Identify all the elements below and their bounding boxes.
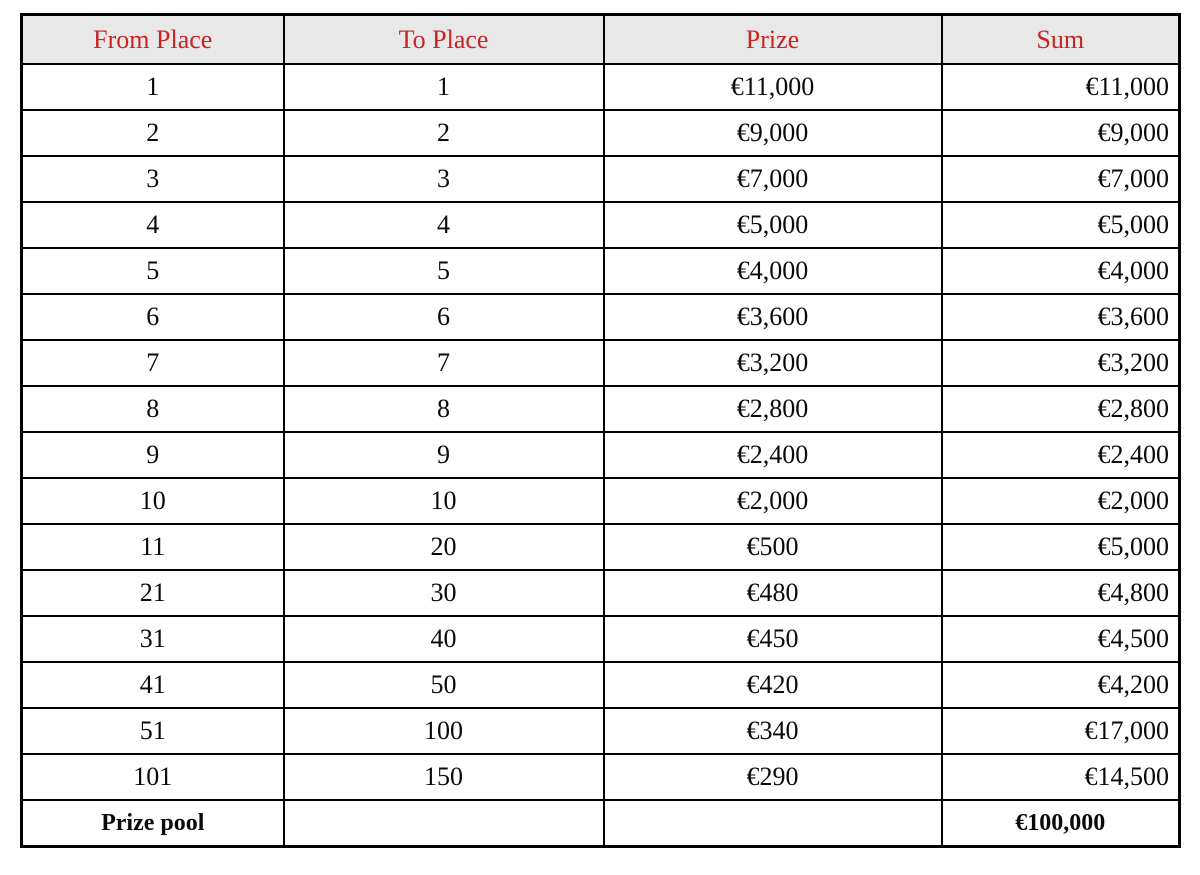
table-row: 5 5 €4,000 €4,000 <box>20 247 1181 295</box>
cell-sum: €4,200 <box>940 661 1181 709</box>
cell-to-place: 3 <box>282 155 605 203</box>
cell-prize: €2,400 <box>602 431 943 479</box>
cell-sum: €11,000 <box>940 63 1181 111</box>
cell-to-place: 10 <box>282 477 605 525</box>
cell-from-place: 10 <box>20 477 285 525</box>
table-row: 51 100 €340 €17,000 <box>20 707 1181 755</box>
table-row: 8 8 €2,800 €2,800 <box>20 385 1181 433</box>
cell-from-place: 51 <box>20 707 285 755</box>
cell-prize: €7,000 <box>602 155 943 203</box>
cell-to-place: 8 <box>282 385 605 433</box>
cell-from-place: 6 <box>20 293 285 341</box>
cell-sum: €4,800 <box>940 569 1181 617</box>
cell-from-place: 31 <box>20 615 285 663</box>
table-body: 1 1 €11,000 €11,000 2 2 €9,000 €9,000 3 3 €7,000 €7… <box>20 63 1181 801</box>
cell-to-place: 30 <box>282 569 605 617</box>
cell-to-place: 1 <box>282 63 605 111</box>
prize-pool-empty-to <box>282 799 605 848</box>
prize-distribution-table: From Place To Place Prize Sum 1 1 €11,000 €… <box>20 13 1181 848</box>
cell-prize: €2,800 <box>602 385 943 433</box>
cell-to-place: 2 <box>282 109 605 157</box>
cell-to-place: 7 <box>282 339 605 387</box>
header-row: From Place To Place Prize Sum <box>20 13 1181 65</box>
cell-to-place: 20 <box>282 523 605 571</box>
cell-to-place: 50 <box>282 661 605 709</box>
cell-from-place: 9 <box>20 431 285 479</box>
cell-prize: €480 <box>602 569 943 617</box>
table-row: 6 6 €3,600 €3,600 <box>20 293 1181 341</box>
cell-from-place: 11 <box>20 523 285 571</box>
cell-from-place: 7 <box>20 339 285 387</box>
cell-to-place: 150 <box>282 753 605 801</box>
table-row: 101 150 €290 €14,500 <box>20 753 1181 801</box>
cell-from-place: 8 <box>20 385 285 433</box>
cell-sum: €7,000 <box>940 155 1181 203</box>
cell-to-place: 9 <box>282 431 605 479</box>
table-row: 41 50 €420 €4,200 <box>20 661 1181 709</box>
prize-pool-label: Prize pool <box>20 799 285 848</box>
cell-prize: €3,600 <box>602 293 943 341</box>
table-row: 9 9 €2,400 €2,400 <box>20 431 1181 479</box>
cell-prize: €450 <box>602 615 943 663</box>
table-row: 11 20 €500 €5,000 <box>20 523 1181 571</box>
cell-to-place: 100 <box>282 707 605 755</box>
table-row: 10 10 €2,000 €2,000 <box>20 477 1181 525</box>
column-header-to-place: To Place <box>282 13 605 65</box>
prize-pool-row: Prize pool €100,000 <box>20 799 1181 848</box>
cell-to-place: 4 <box>282 201 605 249</box>
cell-prize: €340 <box>602 707 943 755</box>
column-header-prize: Prize <box>602 13 943 65</box>
cell-to-place: 40 <box>282 615 605 663</box>
cell-sum: €4,000 <box>940 247 1181 295</box>
cell-from-place: 3 <box>20 155 285 203</box>
cell-from-place: 5 <box>20 247 285 295</box>
table-row: 1 1 €11,000 €11,000 <box>20 63 1181 111</box>
cell-from-place: 2 <box>20 109 285 157</box>
prize-pool-empty-prize <box>602 799 943 848</box>
table-row: 31 40 €450 €4,500 <box>20 615 1181 663</box>
cell-sum: €2,400 <box>940 431 1181 479</box>
cell-sum: €4,500 <box>940 615 1181 663</box>
cell-prize: €2,000 <box>602 477 943 525</box>
table-row: 21 30 €480 €4,800 <box>20 569 1181 617</box>
cell-prize: €290 <box>602 753 943 801</box>
cell-from-place: 21 <box>20 569 285 617</box>
cell-to-place: 5 <box>282 247 605 295</box>
cell-sum: €3,600 <box>940 293 1181 341</box>
cell-sum: €14,500 <box>940 753 1181 801</box>
cell-sum: €17,000 <box>940 707 1181 755</box>
cell-sum: €9,000 <box>940 109 1181 157</box>
cell-sum: €2,800 <box>940 385 1181 433</box>
column-header-sum: Sum <box>940 13 1181 65</box>
cell-prize: €3,200 <box>602 339 943 387</box>
cell-prize: €9,000 <box>602 109 943 157</box>
table-row: 7 7 €3,200 €3,200 <box>20 339 1181 387</box>
table-row: 2 2 €9,000 €9,000 <box>20 109 1181 157</box>
cell-prize: €11,000 <box>602 63 943 111</box>
cell-prize: €5,000 <box>602 201 943 249</box>
cell-from-place: 101 <box>20 753 285 801</box>
cell-from-place: 4 <box>20 201 285 249</box>
cell-to-place: 6 <box>282 293 605 341</box>
cell-prize: €4,000 <box>602 247 943 295</box>
prize-pool-total: €100,000 <box>940 799 1181 848</box>
table-row: 3 3 €7,000 €7,000 <box>20 155 1181 203</box>
cell-sum: €2,000 <box>940 477 1181 525</box>
cell-from-place: 1 <box>20 63 285 111</box>
cell-prize: €420 <box>602 661 943 709</box>
cell-sum: €5,000 <box>940 523 1181 571</box>
cell-sum: €5,000 <box>940 201 1181 249</box>
cell-from-place: 41 <box>20 661 285 709</box>
table-row: 4 4 €5,000 €5,000 <box>20 201 1181 249</box>
cell-prize: €500 <box>602 523 943 571</box>
cell-sum: €3,200 <box>940 339 1181 387</box>
column-header-from-place: From Place <box>20 13 285 65</box>
